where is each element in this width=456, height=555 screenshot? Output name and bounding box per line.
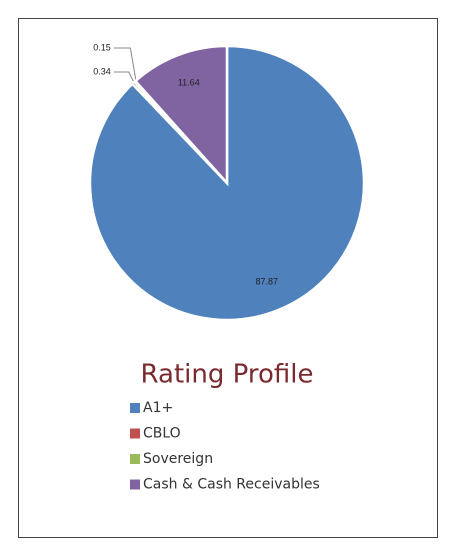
data-label: 0.15 <box>93 42 111 52</box>
leader-line <box>114 71 136 85</box>
legend-label: Sovereign <box>143 451 213 467</box>
data-label: 0.34 <box>93 66 111 76</box>
legend-swatch <box>130 479 140 490</box>
pie-slice <box>133 44 229 187</box>
data-label: 87.87 <box>255 277 278 287</box>
legend-label: CBLO <box>143 426 181 442</box>
legend-label: Cash & Cash Receivables <box>143 477 320 493</box>
legend-swatch <box>130 454 140 464</box>
leader-line <box>114 47 137 84</box>
legend-swatch <box>130 403 140 413</box>
legend-swatch <box>130 428 140 439</box>
data-label: 11.64 <box>178 78 200 88</box>
legend-label: A1+ <box>143 400 173 416</box>
chart-title: Rating Profile <box>141 360 314 390</box>
